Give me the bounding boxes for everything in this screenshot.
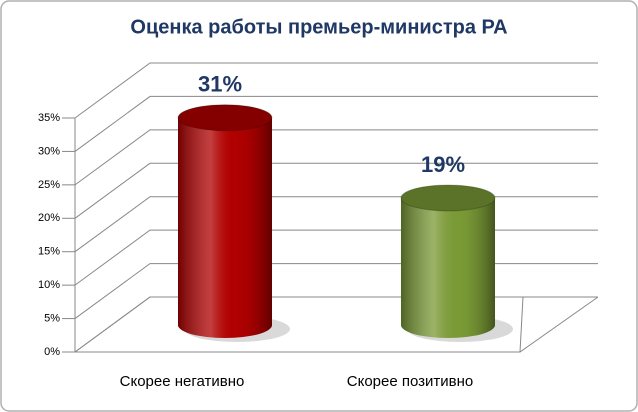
- bar-top-shade: [401, 184, 495, 211]
- y-tick-label: 15%: [38, 246, 60, 258]
- y-tick-label: 20%: [38, 212, 60, 224]
- grid-line: [74, 162, 598, 219]
- floor-edge: [75, 296, 599, 353]
- y-tick-label: 10%: [38, 279, 60, 291]
- bar-shade: [401, 197, 495, 338]
- bar: [400, 184, 513, 342]
- y-tick-label: 0%: [44, 346, 60, 358]
- y-tick-label: 30%: [38, 145, 60, 157]
- grid-line: [74, 95, 598, 152]
- bar-top: [177, 104, 273, 132]
- bar-top: [400, 184, 496, 212]
- value-label: 19%: [421, 152, 465, 177]
- bar-shade: [178, 117, 272, 338]
- x-tick-label: Скорее позитивно: [347, 373, 474, 390]
- chart-title: Оценка работы премьер-министра РА: [130, 16, 507, 38]
- grid-line: [74, 62, 598, 119]
- y-tick-label: 5%: [44, 312, 60, 324]
- bar-top-shade: [178, 104, 272, 131]
- bar: [177, 104, 290, 342]
- value-label: 31%: [198, 72, 242, 97]
- y-tick-label: 35%: [38, 112, 60, 124]
- y-tick-label: 25%: [38, 179, 60, 191]
- grid-line: [74, 129, 598, 186]
- x-tick-label: Скорее негативно: [120, 373, 245, 390]
